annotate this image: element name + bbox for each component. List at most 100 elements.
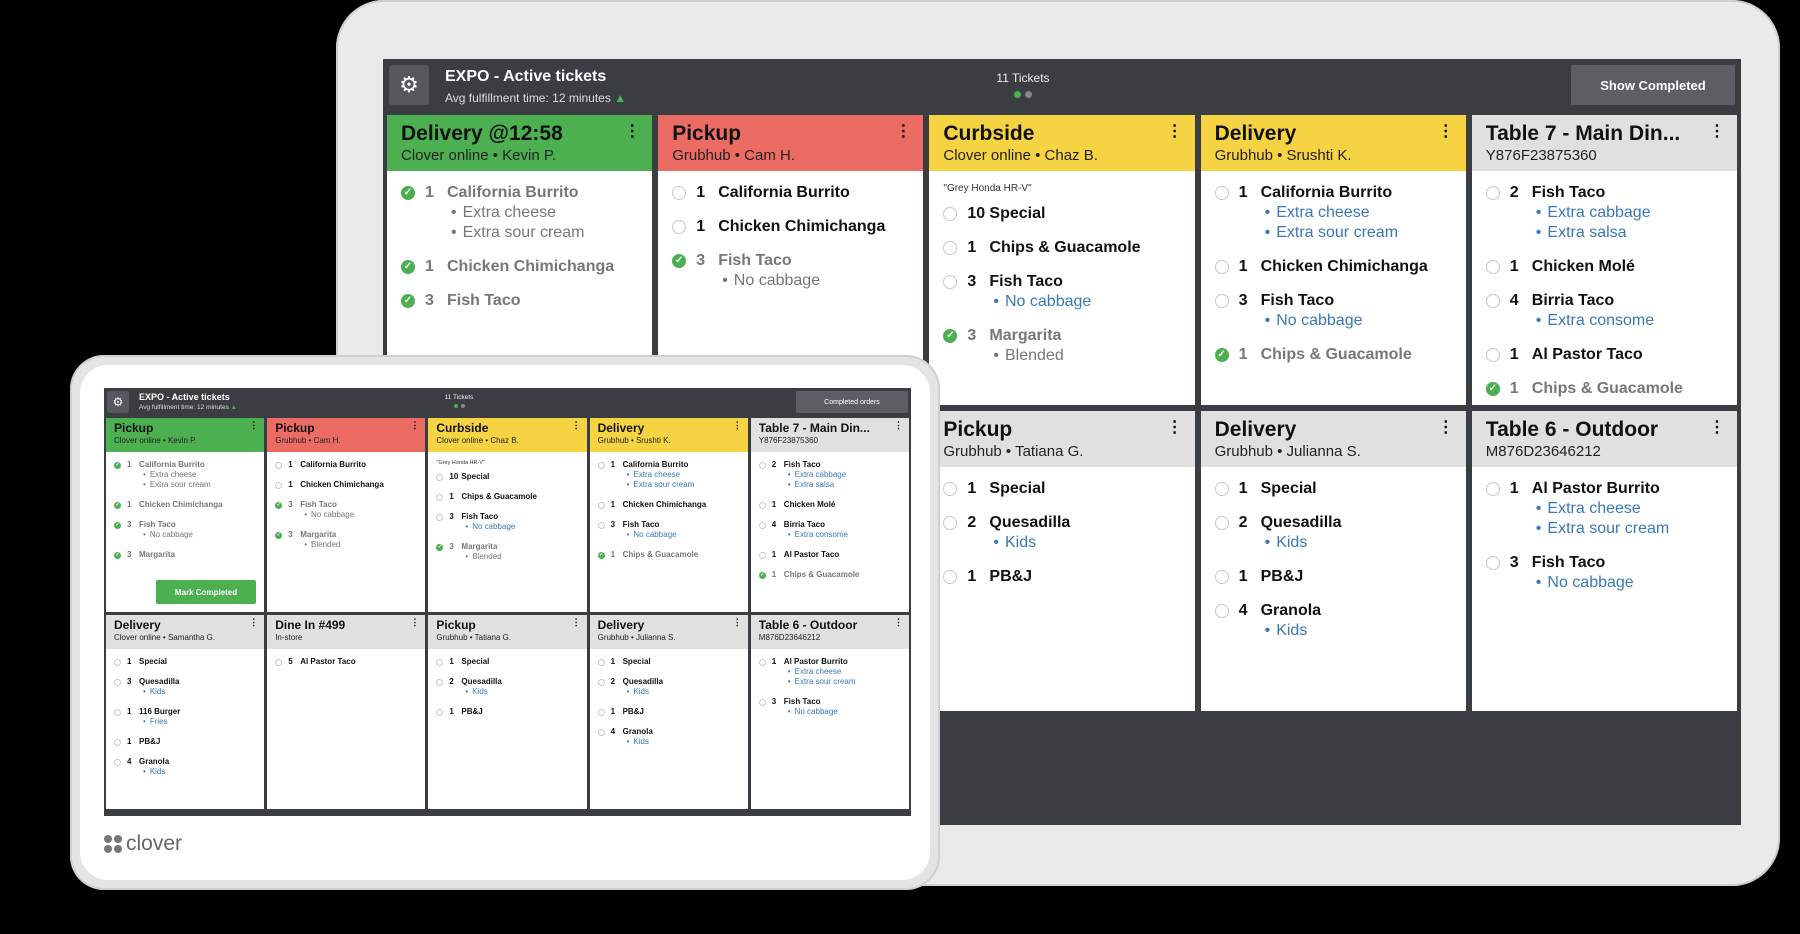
checked-circle-icon[interactable]: ✓ xyxy=(114,521,121,529)
ticket-item[interactable]: ✓ 1 Chips & Guacamole xyxy=(1485,379,1723,399)
ticket-header[interactable]: Delivery Grubhub • Julianna S. ⋮ xyxy=(589,615,748,649)
ticket-item[interactable]: ✓ 1 Chips & Guacamole xyxy=(597,550,740,560)
ticket-item[interactable]: 2 QuesadillaKids xyxy=(597,677,740,697)
ticket-item[interactable]: 1 PB&J xyxy=(436,707,578,717)
settings-gear-icon[interactable]: ⚙ xyxy=(107,391,129,413)
ticket-item[interactable]: 1 Special xyxy=(1214,479,1452,499)
unchecked-circle-icon[interactable] xyxy=(1485,186,1500,200)
ticket-item[interactable]: 1 California Burrito xyxy=(275,460,417,470)
ticket-header[interactable]: Table 7 - Main Din... Y876F23875360 ⋮ xyxy=(1471,115,1737,171)
ticket-card[interactable]: Table 7 - Main Din... Y876F23875360 ⋮ 2 Fish… xyxy=(1471,115,1737,405)
unchecked-circle-icon[interactable] xyxy=(758,698,766,706)
ticket-item[interactable]: 1 Chicken Molé xyxy=(1485,257,1723,277)
ticket-card[interactable]: Table 6 - Outdoor M876D23646212 ⋮ 1 Al Pasto… xyxy=(1471,411,1737,711)
unchecked-circle-icon[interactable] xyxy=(672,220,687,234)
more-options-icon[interactable]: ⋮ xyxy=(571,617,581,627)
checked-circle-icon[interactable]: ✓ xyxy=(672,254,687,268)
ticket-item[interactable]: 1 Al Pastor BurritoExtra cheeseExtra sour… xyxy=(758,657,901,687)
checked-circle-icon[interactable]: ✓ xyxy=(1214,348,1229,362)
ticket-item[interactable]: ✓ 3 Margarita xyxy=(114,550,256,560)
unchecked-circle-icon[interactable] xyxy=(597,521,605,529)
ticket-item[interactable]: ✓ 3 Fish Taco xyxy=(401,291,638,311)
ticket-item[interactable]: ✓ 1 California Burrito Extra cheeseExtra so… xyxy=(401,183,638,243)
unchecked-circle-icon[interactable] xyxy=(436,473,444,481)
unchecked-circle-icon[interactable] xyxy=(758,658,766,666)
ticket-item[interactable]: 1 116 BurgerFries xyxy=(114,707,256,727)
checked-circle-icon[interactable]: ✓ xyxy=(114,551,121,559)
checked-circle-icon[interactable]: ✓ xyxy=(401,294,415,308)
unchecked-circle-icon[interactable] xyxy=(114,758,121,766)
ticket-header[interactable]: Curbside Clover online • Chaz B. ⋮ xyxy=(929,115,1195,171)
ticket-item[interactable]: 5 Al Pastor Taco xyxy=(275,657,417,667)
ticket-item[interactable]: ✓ 3 MargaritaBlended xyxy=(436,542,578,562)
unchecked-circle-icon[interactable] xyxy=(114,658,121,666)
unchecked-circle-icon[interactable] xyxy=(1214,260,1229,274)
ticket-item[interactable]: 1 Chicken Molé xyxy=(758,500,901,510)
ticket-item[interactable]: 1 California Burrito xyxy=(672,183,909,203)
ticket-item[interactable]: 2 QuesadillaKids xyxy=(436,677,578,697)
ticket-header[interactable]: Pickup Clover online • Kevin P. ⋮ xyxy=(106,418,265,452)
unchecked-circle-icon[interactable] xyxy=(943,207,958,221)
checked-circle-icon[interactable]: ✓ xyxy=(758,571,766,579)
unchecked-circle-icon[interactable] xyxy=(758,521,766,529)
more-options-icon[interactable]: ⋮ xyxy=(1437,123,1454,140)
unchecked-circle-icon[interactable] xyxy=(1214,482,1229,496)
more-options-icon[interactable]: ⋮ xyxy=(1166,419,1183,436)
checked-circle-icon[interactable]: ✓ xyxy=(597,551,605,559)
ticket-card[interactable]: Table 7 - Main Din... Y876F23875360 ⋮ 2 Fish… xyxy=(750,418,909,612)
more-options-icon[interactable]: ⋮ xyxy=(732,420,742,430)
unchecked-circle-icon[interactable] xyxy=(758,551,766,559)
ticket-item[interactable]: 1 Special xyxy=(943,479,1180,499)
ticket-card[interactable]: Table 6 - Outdoor M876D23646212 ⋮ 1 Al Pasto… xyxy=(750,615,909,809)
ticket-item[interactable]: ✓ 3 Fish TacoNo cabbage xyxy=(114,520,256,540)
checked-circle-icon[interactable]: ✓ xyxy=(401,260,415,274)
page-indicator[interactable] xyxy=(923,91,1123,98)
page-dot[interactable] xyxy=(460,404,465,408)
ticket-header[interactable]: Curbside Clover online • Chaz B. ⋮ xyxy=(428,418,587,452)
unchecked-circle-icon[interactable] xyxy=(1485,482,1500,496)
more-options-icon[interactable]: ⋮ xyxy=(1709,419,1725,436)
ticket-header[interactable]: Dine In #499 In-store ⋮ xyxy=(267,615,426,649)
unchecked-circle-icon[interactable] xyxy=(436,513,444,521)
unchecked-circle-icon[interactable] xyxy=(114,678,121,686)
ticket-item[interactable]: 1 Special xyxy=(597,657,740,667)
unchecked-circle-icon[interactable] xyxy=(943,482,958,496)
ticket-card[interactable]: Curbside Clover online • Chaz B. ⋮ "Grey Ho… xyxy=(428,418,587,612)
unchecked-circle-icon[interactable] xyxy=(275,658,283,666)
unchecked-circle-icon[interactable] xyxy=(597,728,605,736)
page-indicator[interactable] xyxy=(404,404,514,408)
ticket-item[interactable]: ✓ 3 Fish TacoNo cabbage xyxy=(275,500,417,520)
ticket-header[interactable]: Pickup Grubhub • Tatiana G. ⋮ xyxy=(929,411,1195,467)
ticket-item[interactable]: 4 Granola Kids xyxy=(1214,601,1452,641)
ticket-item[interactable]: 1 PB&J xyxy=(943,567,1180,587)
unchecked-circle-icon[interactable] xyxy=(943,275,958,289)
unchecked-circle-icon[interactable] xyxy=(114,738,121,746)
ticket-item[interactable]: 10 Special xyxy=(436,472,578,482)
ticket-item[interactable]: 4 Birria TacoExtra consome xyxy=(758,520,901,540)
page-dot-active[interactable] xyxy=(453,404,458,408)
checked-circle-icon[interactable]: ✓ xyxy=(943,329,958,343)
ticket-card[interactable]: Pickup Grubhub • Cam H. ⋮ 1 California Burri… xyxy=(267,418,426,612)
unchecked-circle-icon[interactable] xyxy=(1214,570,1229,584)
checked-circle-icon[interactable]: ✓ xyxy=(114,461,121,469)
settings-gear-icon[interactable]: ⚙ xyxy=(389,65,429,105)
ticket-item[interactable]: 1 Special xyxy=(114,657,256,667)
ticket-item[interactable]: 1 PB&J xyxy=(114,737,256,747)
unchecked-circle-icon[interactable] xyxy=(1214,604,1229,618)
unchecked-circle-icon[interactable] xyxy=(1214,294,1229,308)
ticket-header[interactable]: Delivery @12:58 Clover online • Kevin P. ⋮ xyxy=(387,115,653,171)
unchecked-circle-icon[interactable] xyxy=(597,678,605,686)
checked-circle-icon[interactable]: ✓ xyxy=(401,186,415,200)
ticket-header[interactable]: Delivery Grubhub • Srushti K. ⋮ xyxy=(1200,115,1466,171)
unchecked-circle-icon[interactable] xyxy=(1485,556,1500,570)
ticket-item[interactable]: 2 Fish TacoExtra cabbageExtra salsa xyxy=(758,460,901,490)
unchecked-circle-icon[interactable] xyxy=(1485,348,1500,362)
page-dot[interactable] xyxy=(1025,91,1032,98)
unchecked-circle-icon[interactable] xyxy=(943,241,958,255)
ticket-card[interactable]: Delivery Grubhub • Srushti K. ⋮ 1 California… xyxy=(1200,115,1466,405)
unchecked-circle-icon[interactable] xyxy=(275,481,283,489)
unchecked-circle-icon[interactable] xyxy=(943,516,958,530)
